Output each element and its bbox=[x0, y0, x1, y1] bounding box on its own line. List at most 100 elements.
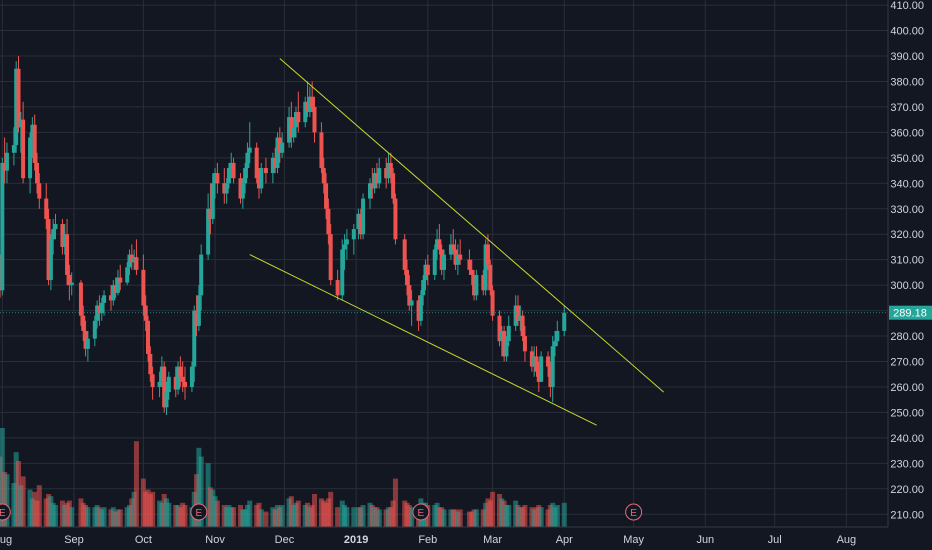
candle-body[interactable] bbox=[324, 183, 329, 209]
candle-body[interactable] bbox=[368, 183, 372, 199]
candle-body[interactable] bbox=[319, 132, 324, 169]
candle-body[interactable] bbox=[166, 376, 171, 393]
earnings-marker[interactable]: E bbox=[190, 503, 208, 521]
candle-body[interactable] bbox=[529, 351, 534, 367]
candle-body[interactable] bbox=[134, 257, 139, 270]
candle-body[interactable] bbox=[18, 119, 23, 128]
candle-body[interactable] bbox=[307, 96, 312, 113]
candle-body[interactable] bbox=[16, 68, 21, 128]
candle-body[interactable] bbox=[4, 152, 9, 171]
candle-body[interactable] bbox=[502, 330, 507, 357]
candle-body[interactable] bbox=[321, 168, 326, 184]
candle-body[interactable] bbox=[532, 356, 537, 367]
candle-body[interactable] bbox=[335, 280, 340, 296]
candle-body[interactable] bbox=[423, 264, 428, 281]
candle-body[interactable] bbox=[418, 295, 423, 321]
candle-body[interactable] bbox=[206, 208, 211, 255]
candle-body[interactable] bbox=[263, 168, 268, 174]
candle-body[interactable] bbox=[518, 315, 523, 321]
candle-body[interactable] bbox=[296, 112, 301, 123]
candle-body[interactable] bbox=[407, 285, 412, 306]
candle-body[interactable] bbox=[148, 353, 153, 375]
candle-body[interactable] bbox=[129, 254, 134, 263]
candle-body[interactable] bbox=[102, 295, 107, 303]
candle-body[interactable] bbox=[534, 356, 539, 372]
candle-body[interactable] bbox=[448, 244, 453, 255]
candle-body[interactable] bbox=[196, 295, 201, 326]
candle-body[interactable] bbox=[467, 259, 472, 270]
earnings-marker[interactable]: E bbox=[0, 503, 11, 521]
candle-body[interactable] bbox=[546, 356, 551, 367]
candle-body[interactable] bbox=[35, 162, 39, 184]
candle-body[interactable] bbox=[199, 254, 204, 296]
candle-body[interactable] bbox=[497, 315, 502, 342]
candle-body[interactable] bbox=[115, 277, 120, 293]
candle-body[interactable] bbox=[481, 274, 486, 291]
candle-body[interactable] bbox=[173, 376, 178, 390]
candle-body[interactable] bbox=[118, 277, 123, 283]
candle-body[interactable] bbox=[213, 173, 218, 184]
candle-body[interactable] bbox=[164, 392, 169, 408]
candle-body[interactable] bbox=[474, 274, 479, 296]
candle-body[interactable] bbox=[37, 183, 42, 199]
candle-body[interactable] bbox=[275, 137, 280, 169]
candle-body[interactable] bbox=[85, 338, 90, 349]
candle-body[interactable] bbox=[60, 224, 65, 247]
candle-body[interactable] bbox=[393, 198, 398, 240]
trendline-lower[interactable] bbox=[249, 254, 597, 426]
candle-body[interactable] bbox=[520, 315, 525, 337]
candle-body[interactable] bbox=[48, 239, 53, 281]
candle-body[interactable] bbox=[95, 305, 100, 321]
candle-body[interactable] bbox=[328, 234, 333, 281]
candle-body[interactable] bbox=[361, 198, 366, 235]
candle-body[interactable] bbox=[127, 254, 132, 268]
candle-body[interactable] bbox=[178, 366, 183, 377]
candle-body[interactable] bbox=[386, 162, 391, 179]
candle-body[interactable] bbox=[157, 381, 162, 387]
candle-body[interactable] bbox=[159, 366, 164, 382]
candle-body[interactable] bbox=[472, 274, 477, 296]
candle-body[interactable] bbox=[83, 330, 88, 349]
candle-body[interactable] bbox=[539, 356, 544, 382]
candle-body[interactable] bbox=[113, 285, 118, 293]
candle-body[interactable] bbox=[229, 162, 234, 169]
candle-body[interactable] bbox=[280, 142, 285, 153]
candle-body[interactable] bbox=[146, 320, 150, 354]
candle-body[interactable] bbox=[548, 366, 553, 387]
candle-body[interactable] bbox=[270, 157, 275, 174]
candle-body[interactable] bbox=[162, 366, 167, 408]
candle-body[interactable] bbox=[254, 147, 259, 179]
candle-body[interactable] bbox=[504, 341, 509, 357]
candle-body[interactable] bbox=[259, 168, 264, 189]
candle-body[interactable] bbox=[483, 244, 488, 291]
candle-body[interactable] bbox=[522, 336, 527, 352]
candle-body[interactable] bbox=[402, 239, 407, 270]
candle-body[interactable] bbox=[312, 106, 317, 133]
candle-body[interactable] bbox=[215, 173, 220, 184]
candle-body[interactable] bbox=[451, 244, 456, 250]
candle-body[interactable] bbox=[44, 198, 49, 219]
candle-body[interactable] bbox=[81, 315, 86, 331]
candle-body[interactable] bbox=[143, 305, 148, 321]
candle-body[interactable] bbox=[277, 137, 282, 153]
candle-body[interactable] bbox=[303, 101, 308, 123]
candle-body[interactable] bbox=[453, 249, 458, 265]
candle-body[interactable] bbox=[2, 162, 7, 171]
candle-body[interactable] bbox=[176, 366, 181, 390]
candle-body[interactable] bbox=[416, 300, 421, 321]
candle-body[interactable] bbox=[356, 213, 361, 230]
candle-body[interactable] bbox=[439, 249, 444, 270]
candle-body[interactable] bbox=[243, 168, 248, 184]
candle-body[interactable] bbox=[62, 234, 67, 247]
candle-body[interactable] bbox=[391, 173, 396, 199]
candle-body[interactable] bbox=[344, 239, 349, 245]
candle-body[interactable] bbox=[69, 282, 74, 286]
candle-body[interactable] bbox=[53, 224, 58, 230]
candle-body[interactable] bbox=[455, 254, 460, 265]
candle-body[interactable] bbox=[490, 290, 495, 316]
candle-body[interactable] bbox=[342, 244, 347, 250]
candle-body[interactable] bbox=[32, 124, 37, 163]
candle-body[interactable] bbox=[550, 346, 555, 387]
candle-body[interactable] bbox=[257, 178, 261, 189]
